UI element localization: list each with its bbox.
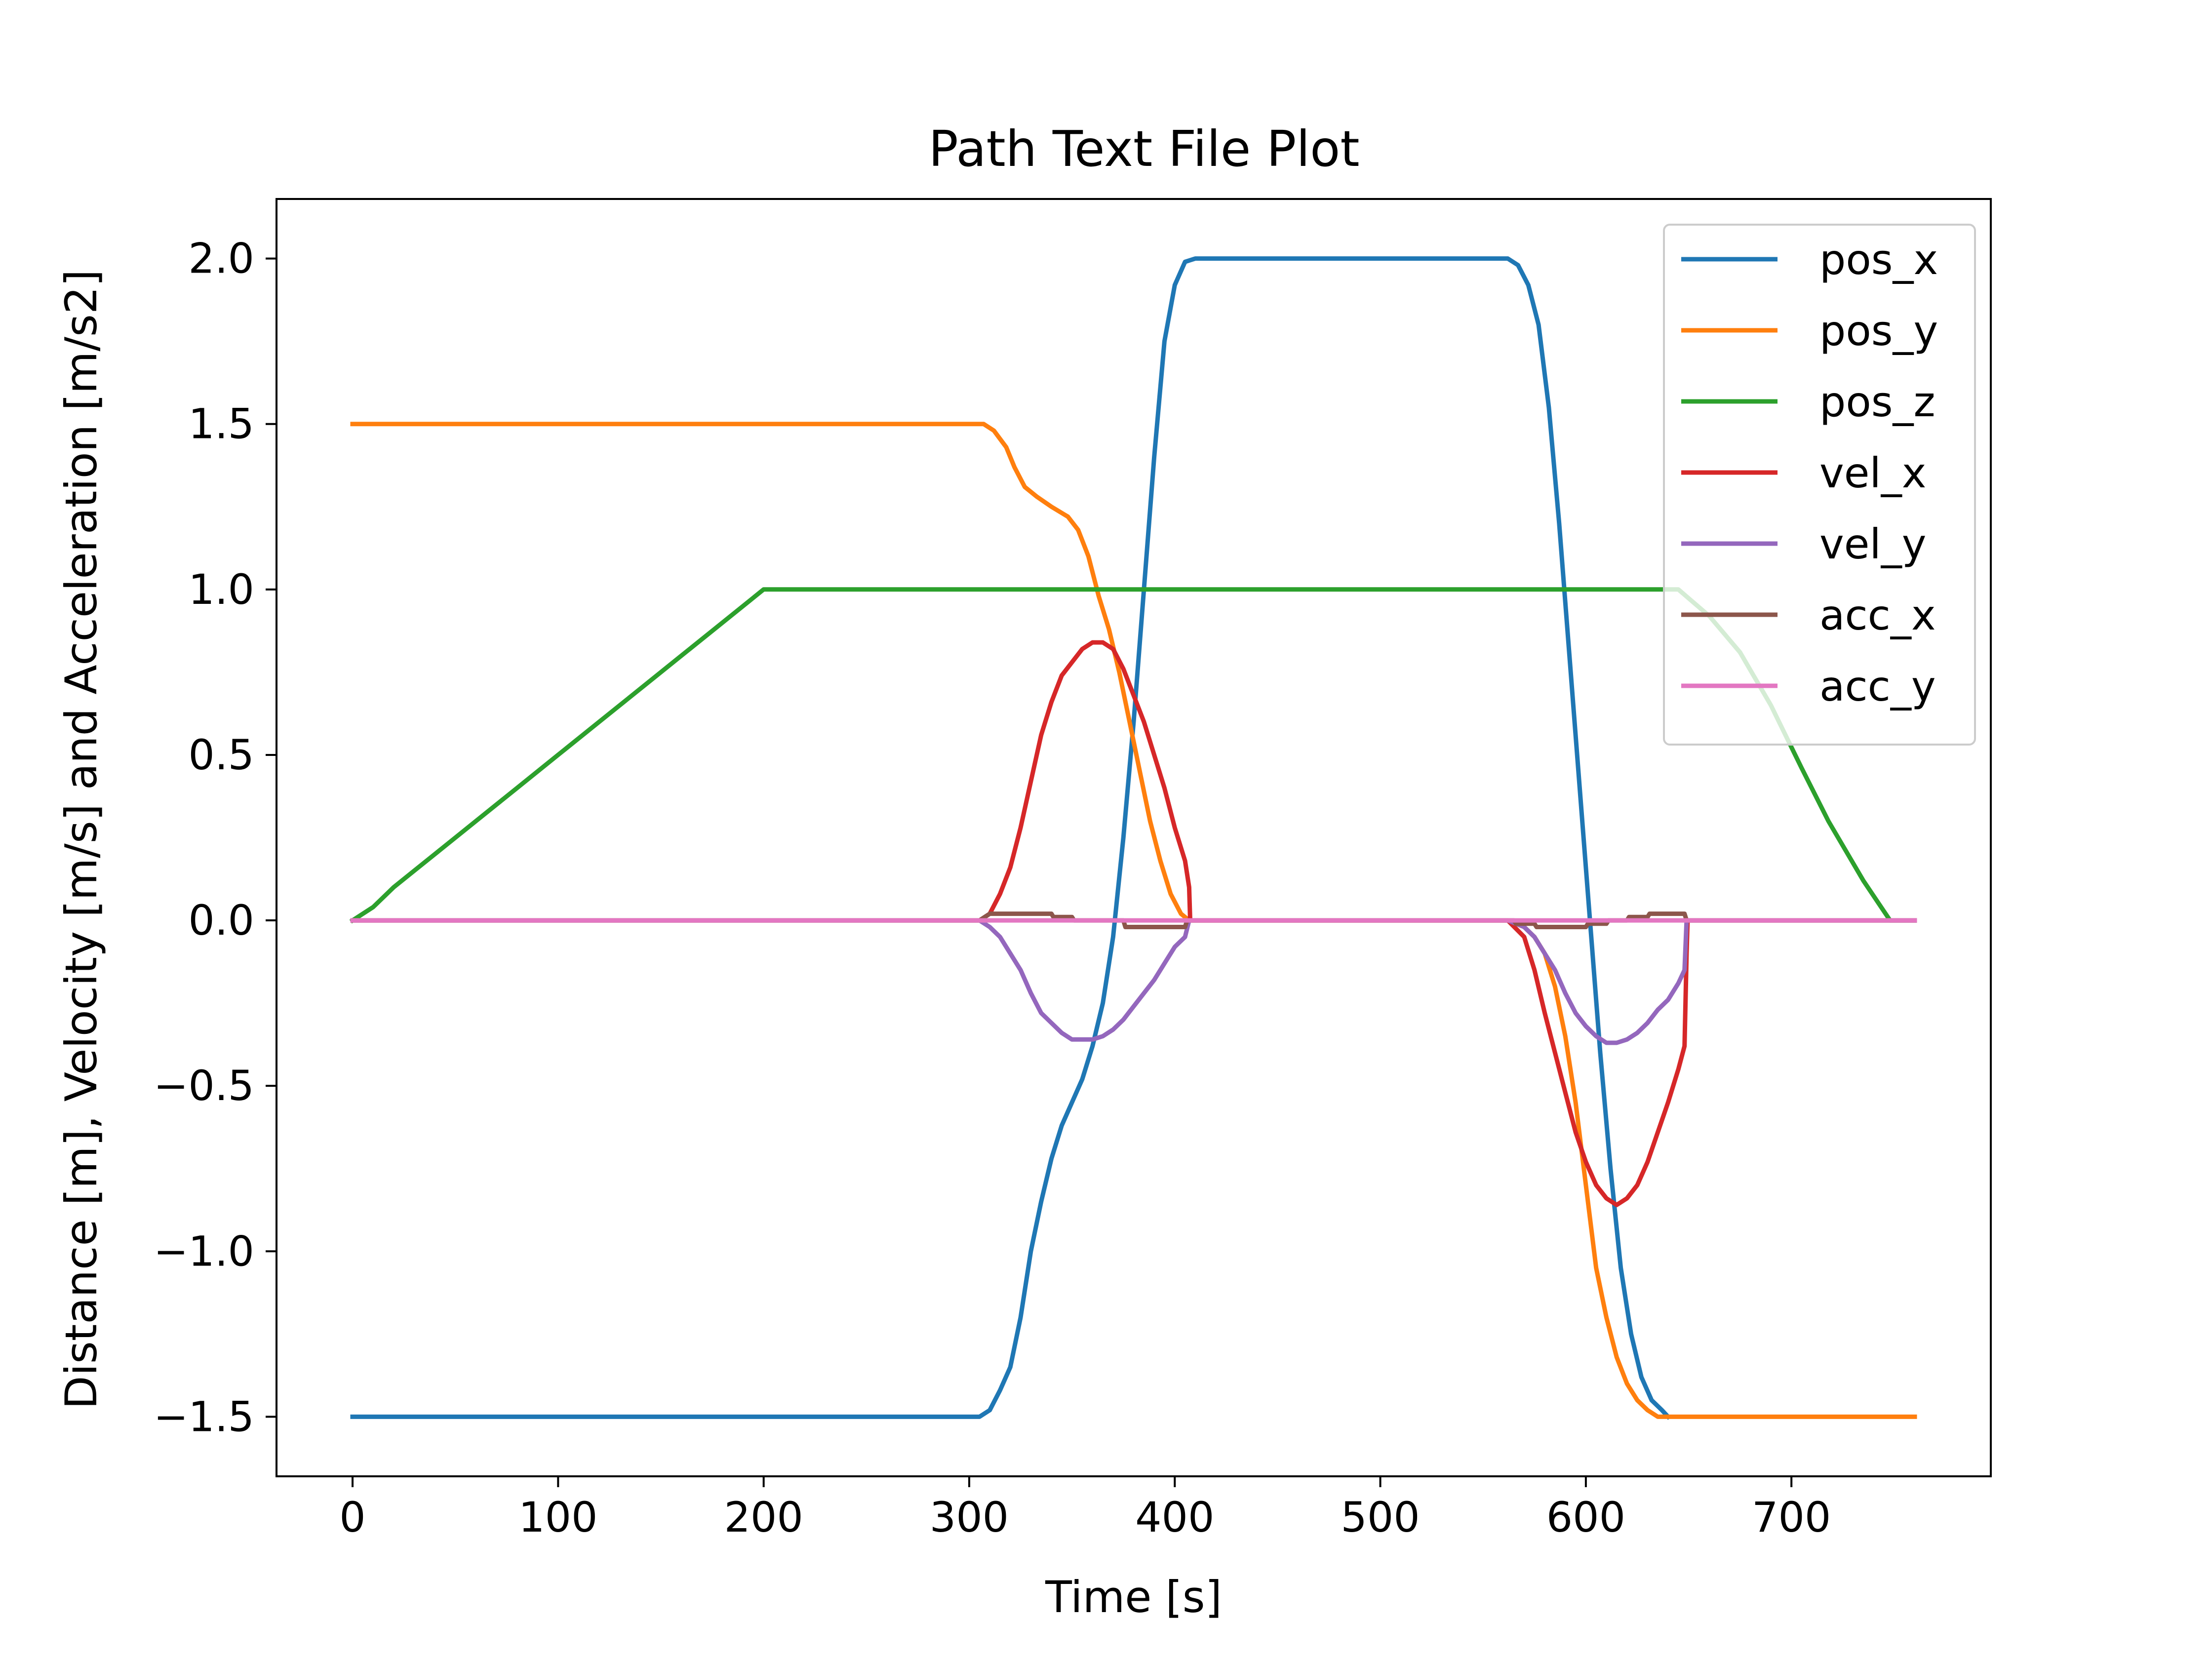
plot-area	[276, 198, 1992, 1477]
y-tick-label: 1.5	[188, 400, 254, 448]
series-line-vel-y	[350, 918, 1917, 1045]
x-tick-label: 700	[1752, 1493, 1831, 1541]
y-axis: −1.5 −1.0 −0.5 0.0 0.5 1.0 1.5 2.0	[154, 235, 276, 1441]
x-tick-label: 600	[1546, 1493, 1625, 1541]
legend-label-acc-y: acc_y	[1819, 662, 1936, 711]
y-axis-label: Distance [m], Velocity [m/s] and Acceler…	[56, 270, 107, 1409]
series-line-pos-y	[350, 422, 1917, 1419]
y-tick-label: −1.5	[154, 1392, 254, 1441]
series-line-pos-x	[350, 256, 1671, 1420]
y-tick-label: 0.5	[188, 731, 254, 779]
x-tick-label: 400	[1135, 1493, 1214, 1541]
y-tick-label: −1.0	[154, 1227, 254, 1275]
legend-label-pos-x: pos_x	[1819, 236, 1938, 284]
y-tick-label: 0.0	[188, 896, 254, 945]
series-line-vel-x	[350, 640, 1917, 1207]
legend-label-acc-x: acc_x	[1819, 591, 1936, 639]
axes-frame	[276, 198, 1992, 1477]
x-axis-label: Time [s]	[1045, 1572, 1222, 1622]
chart-title: Path Text File Plot	[928, 120, 1359, 178]
x-tick-label: 500	[1341, 1493, 1420, 1541]
x-tick-label: 300	[930, 1493, 1009, 1541]
x-axis: 0 100 200 300 400 500 600 700	[339, 1476, 1831, 1541]
legend-label-vel-y: vel_y	[1819, 520, 1926, 568]
legend-label-vel-x: vel_x	[1819, 449, 1926, 497]
y-tick-label: 2.0	[188, 235, 254, 283]
x-tick-label: 200	[724, 1493, 803, 1541]
series-line-acc-x	[350, 911, 1917, 929]
x-tick-label: 100	[518, 1493, 597, 1541]
series-line-pos-z	[349, 587, 1917, 924]
series-layer	[349, 256, 1917, 1420]
legend-label-pos-z: pos_z	[1819, 378, 1936, 426]
x-tick-label: 0	[339, 1493, 365, 1541]
legend: pos_x pos_y pos_z vel_x vel_y acc_x acc_y	[1663, 224, 1976, 746]
y-tick-label: 1.0	[188, 565, 254, 614]
y-tick-label: −0.5	[154, 1062, 254, 1110]
legend-label-pos-y: pos_y	[1819, 307, 1938, 355]
